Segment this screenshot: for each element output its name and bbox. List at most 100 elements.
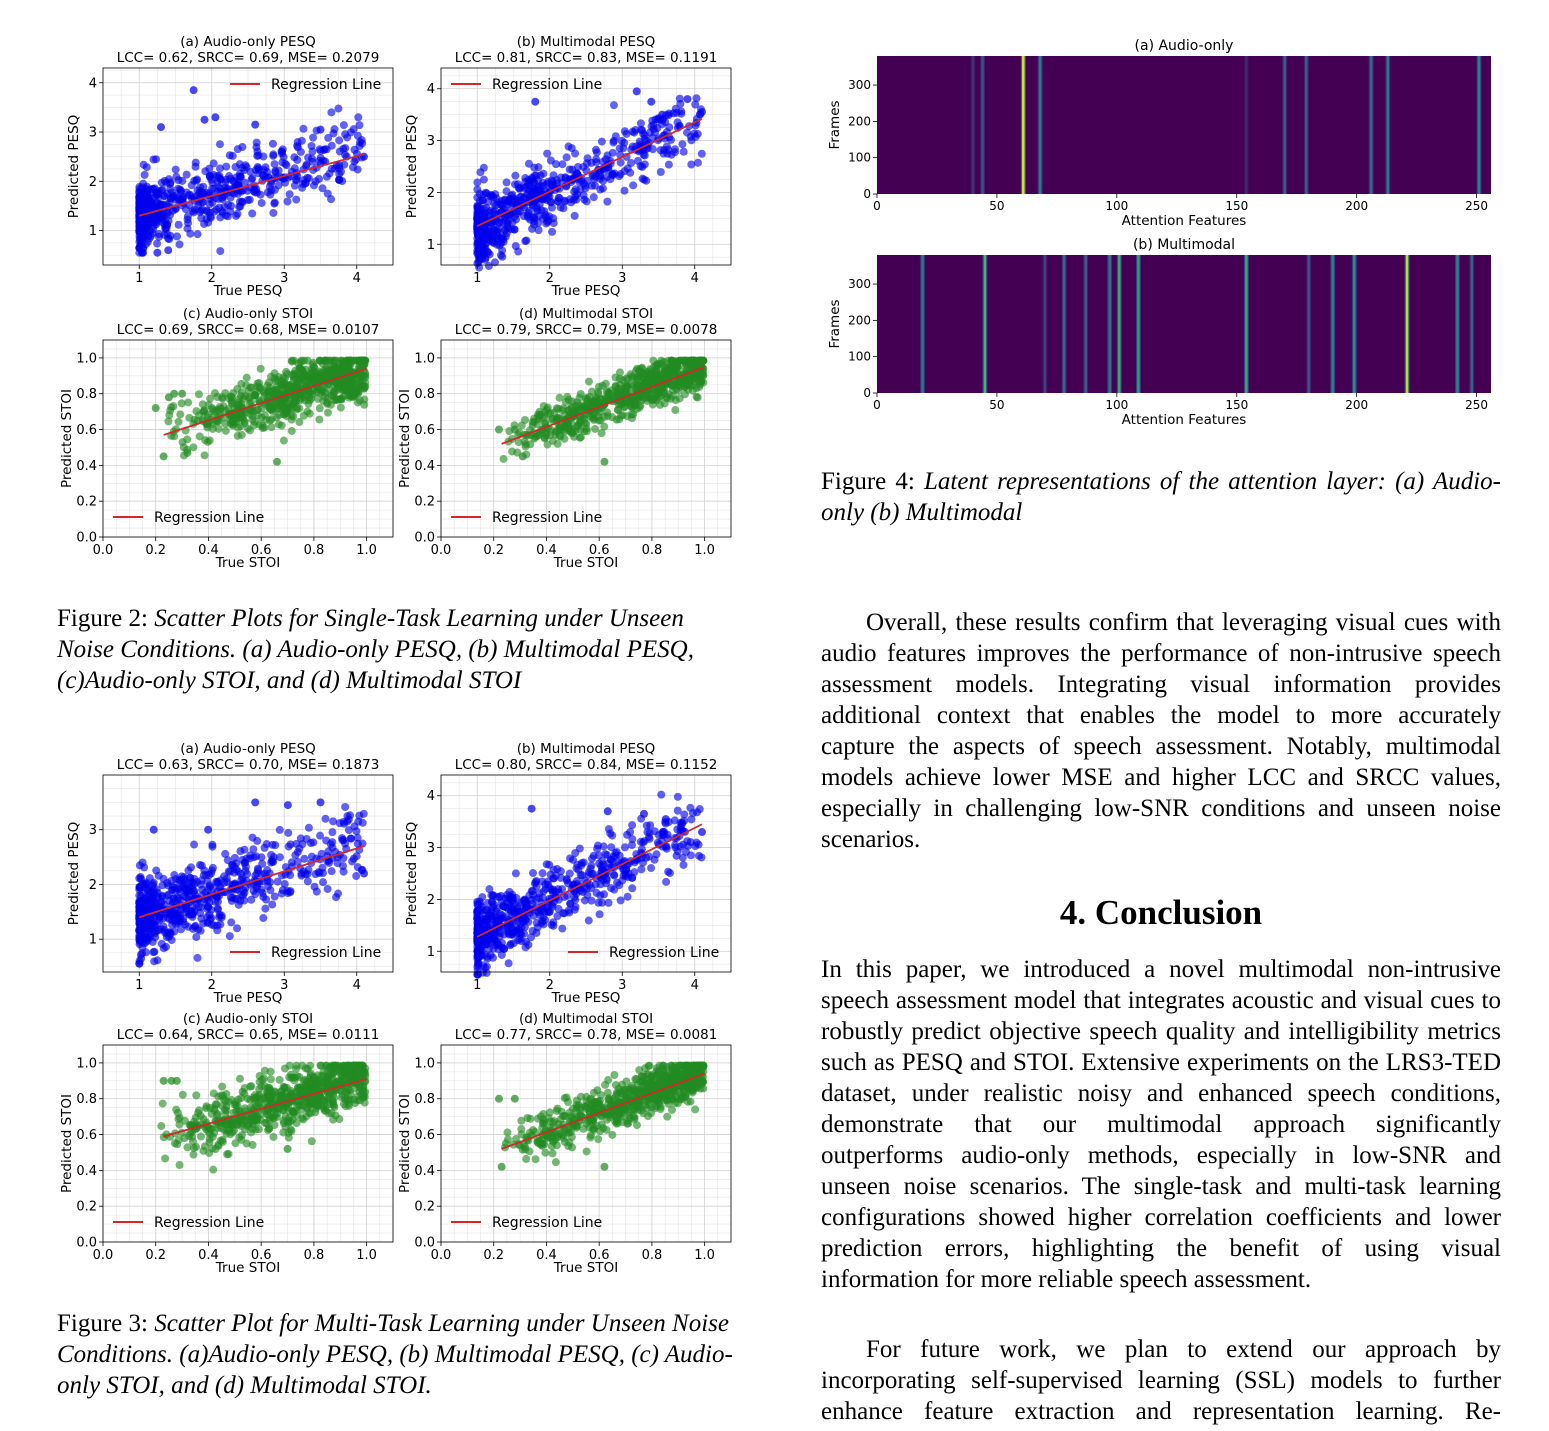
scatter-point [692, 384, 701, 393]
scatter-point [327, 195, 336, 204]
y-tick-label: 0.8 [76, 387, 97, 402]
scatter-point [185, 886, 194, 895]
scatter-point [637, 845, 646, 854]
scatter-point [536, 171, 545, 180]
scatter-point [301, 870, 310, 879]
scatter-point [545, 192, 554, 201]
scatter-point [487, 227, 496, 236]
regression-line [476, 823, 703, 938]
scatter-point [240, 845, 249, 854]
scatter-points [135, 798, 368, 968]
scatter-point [173, 893, 182, 902]
scatter-point [629, 181, 638, 190]
scatter-point [174, 417, 183, 426]
scatter-point [333, 385, 342, 394]
scatter-point [663, 394, 672, 403]
scatter-point [573, 421, 582, 430]
scatter-point [512, 894, 521, 903]
scatter-point [511, 171, 520, 180]
scatter-point [196, 926, 205, 935]
scatter-point [662, 142, 671, 151]
scatter-point [160, 230, 169, 239]
scatter-point [153, 956, 162, 965]
scatter-point [520, 923, 529, 932]
scatter-point [473, 897, 482, 906]
scatter-point [194, 202, 203, 211]
y-tick-label: 3 [427, 134, 435, 149]
scatter-point [613, 878, 622, 887]
scatter-point [610, 885, 619, 894]
scatter-point [558, 885, 567, 894]
scatter-point [600, 422, 609, 431]
scatter-point [607, 843, 616, 852]
scatter-point [198, 885, 207, 894]
scatter-point [627, 158, 636, 167]
chart-subtitle: LCC= 0.62, SRCC= 0.69, MSE= 0.2079 [117, 50, 380, 66]
scatter-point [267, 423, 276, 432]
scatter-point [259, 914, 268, 923]
scatter-point [354, 113, 363, 122]
scatter-point [135, 907, 144, 916]
scatter-point [490, 258, 499, 267]
scatter-point [582, 424, 591, 433]
scatter-point [224, 200, 233, 209]
scatter-point [249, 845, 258, 854]
scatter-point [302, 160, 311, 169]
scatter-point [359, 809, 368, 818]
chart-subtitle: LCC= 0.69, SRCC= 0.68, MSE= 0.0107 [117, 322, 380, 338]
scatter-point [303, 356, 312, 365]
scatter-point [603, 807, 612, 816]
scatter-point [513, 180, 522, 189]
scatter-point [270, 185, 279, 194]
scatter-point [621, 871, 630, 880]
plot-frame [440, 339, 732, 538]
scatter-point [287, 858, 296, 867]
scatter-point [490, 199, 499, 208]
scatter-point [484, 262, 493, 271]
scatter-point [529, 869, 538, 878]
scatter-point [233, 384, 242, 393]
scatter-point [534, 219, 543, 228]
scatter-point [300, 854, 309, 863]
scatter-point [549, 874, 558, 883]
x-tick-label: 1 [473, 978, 481, 993]
scatter-point [662, 877, 671, 886]
scatter-point [485, 885, 494, 894]
scatter-point [528, 418, 537, 427]
scatter-point [260, 411, 269, 420]
scatter-point [182, 170, 191, 179]
scatter-point [222, 162, 231, 171]
scatter-point [539, 920, 548, 929]
y-tick-label: 1.0 [414, 351, 435, 366]
scatter-point [159, 874, 168, 883]
scatter-point [304, 823, 313, 832]
scatter-point [583, 176, 592, 185]
scatter-point [474, 959, 483, 968]
scatter-point [231, 1139, 240, 1148]
x-tick-label: 3 [280, 271, 288, 286]
scatter-point [572, 864, 581, 873]
scatter-point [628, 127, 637, 136]
scatter-point [587, 158, 596, 167]
scatter-point [178, 193, 187, 202]
scatter-point [479, 163, 488, 172]
scatter-point [178, 389, 187, 398]
chart-title: (d) Multimodal STOI [519, 306, 653, 322]
scatter-point [135, 194, 144, 203]
scatter-point [211, 113, 220, 122]
scatter-point [283, 801, 292, 810]
scatter-point [205, 436, 214, 445]
regression-line [501, 366, 705, 445]
scatter-point [584, 377, 593, 386]
scatter-point [275, 825, 284, 834]
scatter-point [603, 197, 612, 206]
y-tick-label: 2 [89, 878, 97, 893]
scatter-point [510, 212, 519, 221]
scatter-point [505, 930, 514, 939]
scatter-point [570, 187, 579, 196]
scatter-point [290, 394, 299, 403]
scatter-point [208, 404, 217, 413]
scatter-point [506, 907, 515, 916]
y-axis-label: Predicted PESQ [404, 822, 420, 926]
scatter-point [627, 841, 636, 850]
